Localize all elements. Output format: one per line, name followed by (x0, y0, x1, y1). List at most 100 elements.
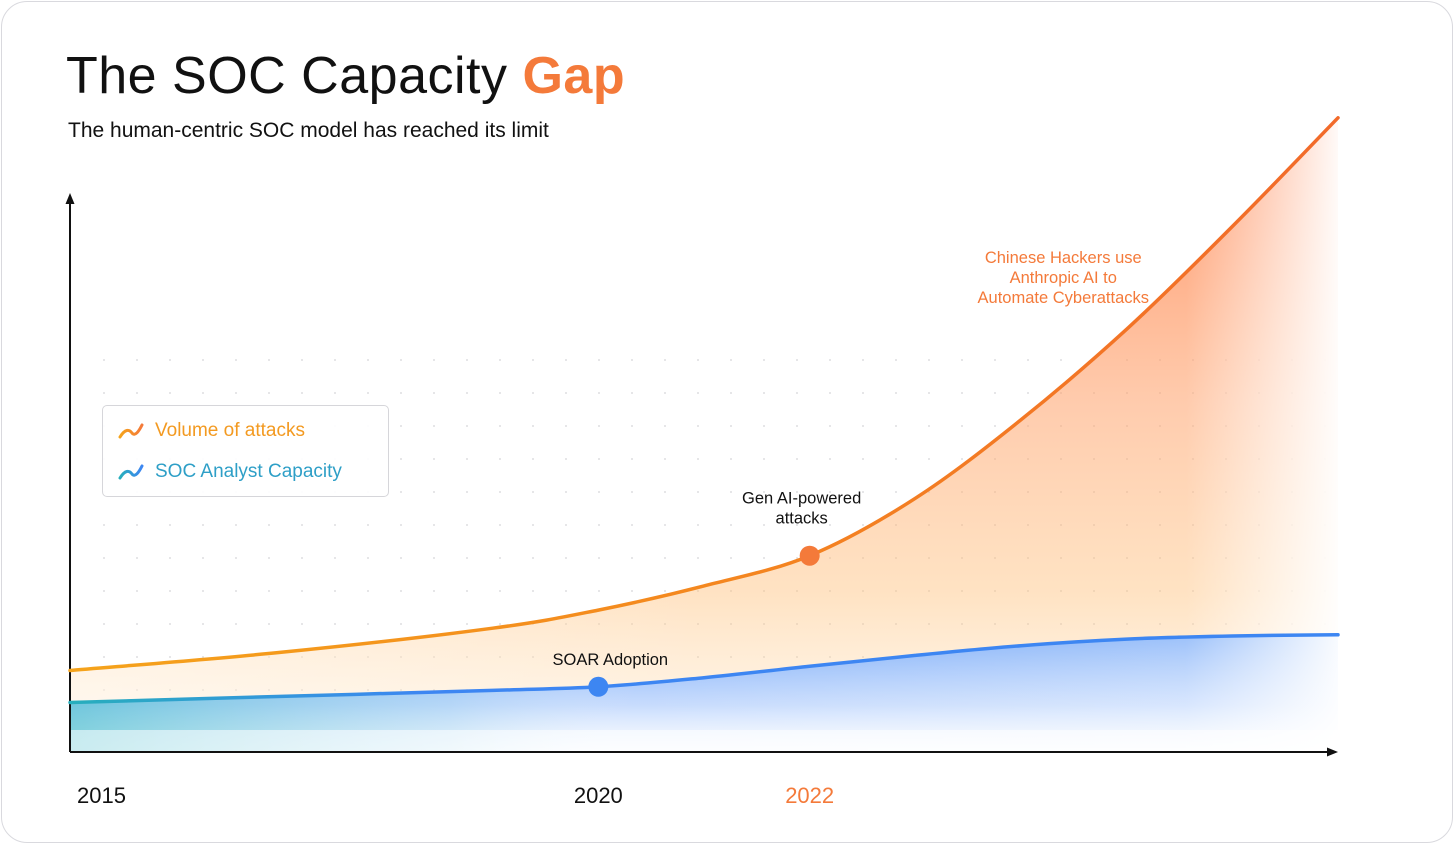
grid-dot (763, 392, 765, 394)
grid-dot (994, 392, 996, 394)
axes (65, 193, 1338, 757)
grid-dot (136, 590, 138, 592)
grid-dot (664, 392, 666, 394)
grid-dot (565, 491, 567, 493)
grid-dot (763, 524, 765, 526)
grid-dot (763, 557, 765, 559)
grid-dot (796, 425, 798, 427)
grid-dot (169, 392, 171, 394)
grid-dot (829, 524, 831, 526)
baseline-haze (71, 730, 1339, 751)
grid-dot (598, 392, 600, 394)
grid-dot (136, 524, 138, 526)
grid-dot (1027, 359, 1029, 361)
grid-dot (763, 491, 765, 493)
legend: Volume of attacks SOC Analyst Capacity (102, 405, 389, 497)
grid-dot (598, 557, 600, 559)
grid-dot (730, 392, 732, 394)
grid-dot (466, 590, 468, 592)
grid-dot (334, 524, 336, 526)
grid-dot (301, 392, 303, 394)
grid-dot (961, 392, 963, 394)
grid-dot (400, 590, 402, 592)
grid-dot (532, 590, 534, 592)
grid-dot (433, 524, 435, 526)
grid-dot (862, 524, 864, 526)
grid-dot (730, 491, 732, 493)
grid-dot (532, 557, 534, 559)
grid-dot (895, 425, 897, 427)
grid-dot (235, 590, 237, 592)
grid-dot (202, 524, 204, 526)
event-marker-0 (588, 676, 609, 697)
grid-dot (433, 425, 435, 427)
grid-dot (202, 656, 204, 658)
grid-dot (565, 425, 567, 427)
grid-dot (631, 557, 633, 559)
grid-dot (466, 623, 468, 625)
grid-dot (235, 524, 237, 526)
grid-dot (697, 524, 699, 526)
grid-dot (334, 623, 336, 625)
chart-subtitle: The human-centric SOC model has reached … (68, 119, 549, 142)
grid-dot (598, 458, 600, 460)
grid-dot (367, 359, 369, 361)
grid-dot (829, 359, 831, 361)
legend-label-attacks: Volume of attacks (155, 420, 305, 441)
grid-dot (697, 425, 699, 427)
grid-dot (103, 524, 105, 526)
grid-dot (829, 392, 831, 394)
grid-dot (730, 557, 732, 559)
legend-label-capacity: SOC Analyst Capacity (155, 461, 342, 482)
grid-dot (367, 557, 369, 559)
grid-dot (367, 524, 369, 526)
grid-dot (466, 557, 468, 559)
grid-dot (268, 524, 270, 526)
grid-dot (433, 557, 435, 559)
x-tick-label-2015: 2015 (77, 783, 126, 808)
grid-dot (202, 392, 204, 394)
grid-dot (499, 524, 501, 526)
grid-dot (433, 491, 435, 493)
grid-dot (664, 557, 666, 559)
grid-dot (499, 458, 501, 460)
grid-dot (928, 458, 930, 460)
grid-dot (136, 557, 138, 559)
grid-dot (532, 491, 534, 493)
grid-dot (466, 491, 468, 493)
grid-dot (499, 359, 501, 361)
grid-dot (598, 491, 600, 493)
grid-dot (499, 590, 501, 592)
grid-dot (103, 590, 105, 592)
grid-dot (301, 590, 303, 592)
grid-dot (763, 458, 765, 460)
grid-dot (400, 557, 402, 559)
grid-dot (499, 623, 501, 625)
grid-dot (334, 359, 336, 361)
grid-dot (301, 623, 303, 625)
grid-dot (235, 359, 237, 361)
grid-dot (862, 359, 864, 361)
grid-dot (433, 458, 435, 460)
grid-dot (466, 359, 468, 361)
grid-dot (1027, 392, 1029, 394)
grid-dot (499, 425, 501, 427)
grid-dot (730, 458, 732, 460)
grid-dot (268, 623, 270, 625)
grid-dot (631, 491, 633, 493)
grid-dot (202, 590, 204, 592)
grid-dot (697, 458, 699, 460)
grid-dot (499, 491, 501, 493)
grid-dot (631, 359, 633, 361)
grid-dot (730, 524, 732, 526)
annotation-line-0-0: Chinese Hackers use (985, 249, 1142, 267)
grid-dot (400, 623, 402, 625)
event-markers (588, 545, 820, 697)
grid-dot (829, 491, 831, 493)
grid-dot (664, 491, 666, 493)
grid-dot (532, 359, 534, 361)
grid-dot (862, 458, 864, 460)
grid-dot (367, 590, 369, 592)
grid-dot (796, 524, 798, 526)
